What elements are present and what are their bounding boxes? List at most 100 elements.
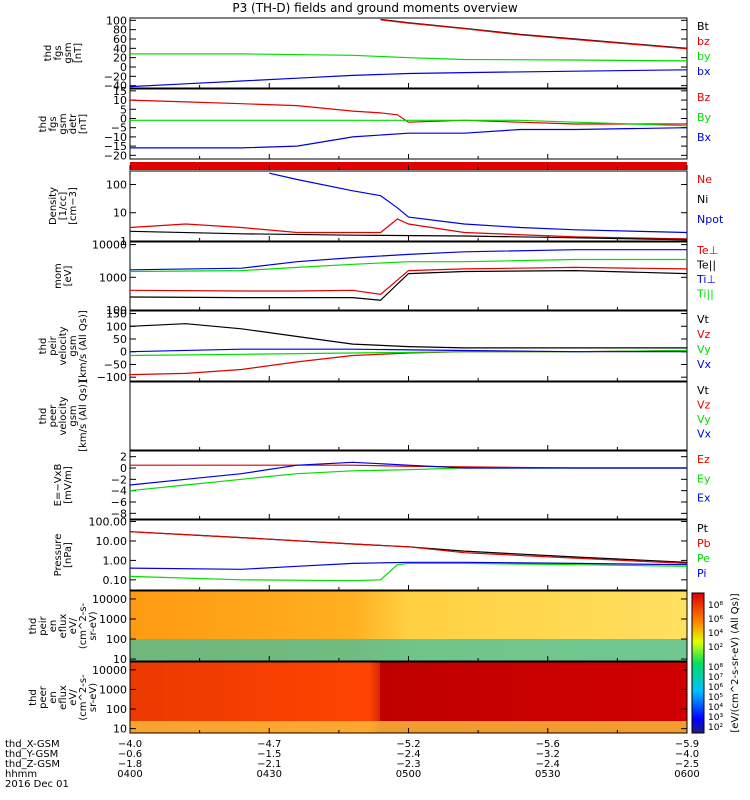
legend-label-Te||: Te|| [696,259,716,272]
series-line-By [130,119,688,127]
panel-frame [129,241,688,311]
series-line-Ex [129,461,687,486]
y-axis-label-line: peer [48,404,59,428]
y-tick-label: 1000 [99,613,127,626]
y-axis-label-line: [km/s (All Qs)] [78,310,89,382]
y-axis-label-line: sr-eV) [88,611,99,640]
series-line-Vx [129,348,687,353]
series-line-Ti⊥ [129,249,687,271]
x-axis-value: 0500 [396,769,421,780]
legend-label-Ne: Ne [697,173,712,186]
series-line-Vt [129,323,687,349]
y-tick-label: −4 [111,485,127,498]
y-axis-label-line: gsm [63,42,74,63]
colorbar-label: [eV/(cm^2-s-sr-eV) (All Qs)] [730,593,741,732]
colorbar-tick-label: 10⁴ [708,629,723,639]
y-tick-label: 1000 [99,683,127,696]
colorbar-tick-label: 10⁵ [708,693,723,703]
x-axis-value: −4.7 [257,739,281,750]
y-tick-label: 100 [106,320,127,333]
x-axis-row-label: thd_X-GSM [5,739,60,750]
y-axis-label-line: velocity [58,396,69,435]
y-axis-label-line: thd [38,338,49,355]
panel-frame [129,450,688,520]
y-tick-label: 100 [106,304,127,317]
x-axis-value: 0600 [674,769,699,780]
y-tick-label: −15 [104,140,127,153]
series-line-Pi [129,561,688,570]
y-axis-label-line: sr-eV) [88,683,99,712]
heatmap-low-energy-band [130,639,687,661]
y-tick-label: 1000 [99,271,127,284]
x-axis-row-label: hhmm [5,769,37,780]
y-axis-label-line: (cm^2-s- [78,674,89,721]
x-axis-value: 0400 [117,769,142,780]
x-axis-value: −2.4 [536,759,560,770]
x-axis-value: 0430 [257,769,282,780]
y-axis-label-line: [eV] [63,266,74,287]
y-axis-label-line: thd [28,618,39,635]
y-axis-label-line: gsm [68,405,79,426]
y-axis-label-line: velocity [58,326,69,365]
y-axis-label-line: peir [48,335,59,355]
y-axis-label-line: thd [38,116,49,133]
legend-label-Pt: Pt [697,522,709,535]
y-tick-label: −40 [104,80,127,93]
legend-label-Pe: Pe [697,552,710,565]
colorbar-tick-label: 10⁸ [708,663,723,673]
y-tick-label: 0.10 [103,574,128,587]
series-line-bz [380,19,688,50]
y-tick-label: 1 [120,235,127,248]
y-axis-label-line: mom [53,263,64,289]
legend-label-Ey: Ey [697,472,711,485]
y-axis-label-line: gsm [58,113,69,134]
x-axis-value: −4.0 [675,749,699,760]
legend-label-Ez: Ez [697,453,710,466]
y-axis-label-line: Density [48,187,59,225]
legend-label-bx: bx [697,65,711,78]
colorbar [691,592,705,734]
legend-label-Vy: Vy [697,343,711,356]
legend-label-Vx: Vx [697,428,712,441]
series-line-Ti|| [129,258,687,273]
series-line-Ne [129,218,688,240]
series-line-Bx [130,127,688,149]
y-axis-label-line: en [48,691,59,704]
x-axis-value: −4.0 [118,739,142,750]
y-axis-label-line: Pressure [53,534,64,577]
y-axis-label-line: [nT] [78,114,89,134]
legend-label-Ti⊥: Ti⊥ [696,273,716,286]
legend-label-Npot: Npot [697,213,724,226]
y-axis-label-line: [1/cc] [58,192,69,221]
colorbar-tick-label: 10² [708,723,723,733]
y-tick-label: 0 [120,61,127,74]
colorbar-tick-label: 10⁶ [708,683,723,693]
colorbar-tick-label: 10⁶ [708,615,723,625]
y-tick-label: 0 [120,462,127,475]
y-tick-label: 10000 [92,239,127,252]
y-tick-label: 150 [106,308,127,321]
y-tick-label: 0 [120,112,127,125]
colorbar-tick-label: 10³ [708,713,723,723]
legend-label-Vy: Vy [697,413,711,426]
y-tick-label: −20 [104,70,127,83]
y-tick-label: −50 [104,358,127,371]
y-tick-label: −6 [111,496,127,509]
y-tick-label: 10.00 [96,535,128,548]
y-tick-label: 10000 [92,664,127,677]
x-axis-value: −5.9 [675,739,699,750]
y-tick-label: 100 [106,178,127,191]
y-axis-label-line: E=−VxB [53,464,64,507]
y-axis-label-line: thd [28,689,39,706]
y-tick-label: −8 [111,507,127,520]
series-line-bx [129,69,688,88]
y-tick-label: 60 [113,33,127,46]
y-tick-label: 10 [113,723,127,736]
y-tick-label: 100 [106,14,127,27]
y-axis-label-line: fgs [48,116,59,131]
y-tick-label: −2 [111,473,127,486]
legend-label-Pi: Pi [697,567,706,580]
chart-title: P3 (TH-D) fields and ground moments over… [232,1,518,15]
y-tick-label: 10 [113,653,127,666]
y-tick-label: −100 [97,371,127,384]
